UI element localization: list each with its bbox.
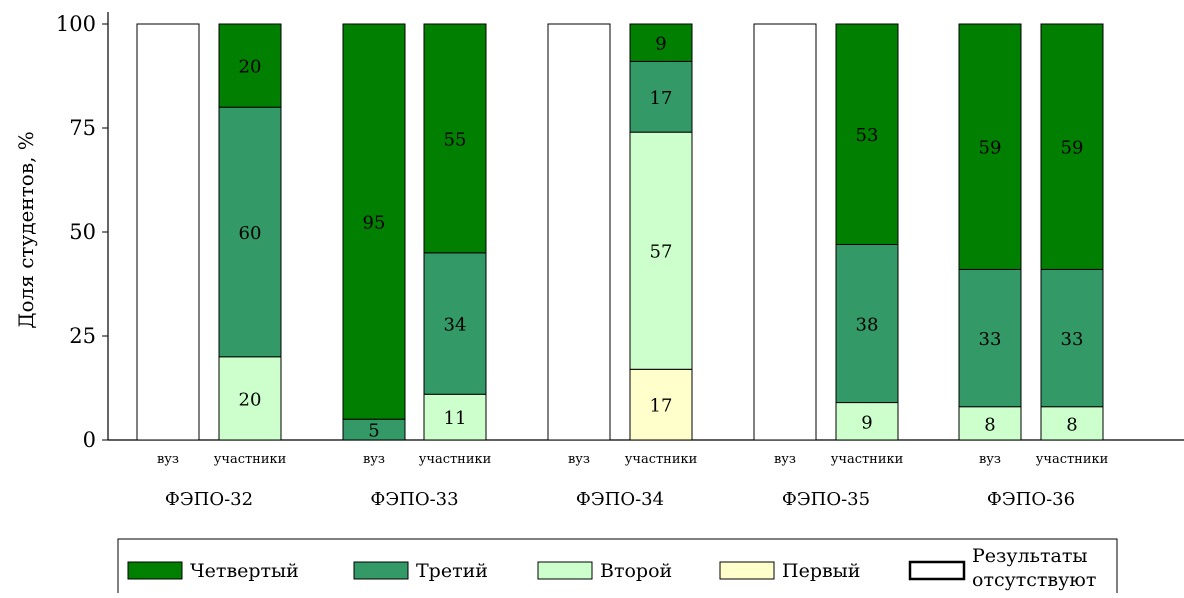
- data-label: 17: [650, 88, 673, 109]
- bar-sub-label: участники: [831, 452, 904, 467]
- data-label: 20: [239, 389, 262, 410]
- group-label: ФЭПО-36: [987, 489, 1075, 510]
- bar-sub-label: вуз: [774, 452, 796, 467]
- data-label: 60: [239, 223, 262, 244]
- legend-swatch: [537, 561, 593, 580]
- bar-segment: [629, 23, 693, 62]
- data-label: 33: [979, 329, 1002, 350]
- bar-sub-label: вуз: [157, 452, 179, 467]
- data-label: 33: [1061, 329, 1084, 350]
- y-tick-label: 0: [83, 428, 96, 452]
- group-label: ФЭПО-34: [576, 489, 664, 510]
- data-label: 9: [861, 412, 872, 433]
- group-label: ФЭПО-35: [782, 489, 870, 510]
- legend-label: Результаты: [972, 545, 1087, 567]
- legend-swatch: [908, 560, 966, 581]
- bar-segment: [1040, 268, 1104, 408]
- labels: вуз206020участникиФЭПО-32595вуз113455уча…: [157, 34, 1108, 510]
- data-label: 55: [444, 129, 467, 150]
- bar-segment: [218, 23, 282, 108]
- bar-segment: [958, 406, 1022, 441]
- legend-label: Второй: [600, 560, 672, 582]
- data-label: 57: [650, 242, 673, 263]
- data-label: 8: [1066, 414, 1077, 435]
- data-label: 95: [363, 213, 386, 234]
- bar-segment: [218, 356, 282, 441]
- bar-sub-label: участники: [419, 452, 492, 467]
- data-label: 11: [444, 408, 467, 429]
- bar-no-data: [547, 23, 611, 441]
- legend-label: Третий: [416, 560, 488, 582]
- legend: Четвертый Третий Второй Первый Результатыотс…: [117, 538, 1118, 598]
- legend-label: отсутствуют: [972, 569, 1096, 591]
- bar-segment: [1040, 23, 1104, 270]
- group-label: ФЭПО-32: [165, 489, 253, 510]
- legend-swatch: [353, 561, 409, 580]
- data-label: 9: [655, 34, 666, 55]
- data-label: 17: [650, 396, 673, 417]
- bar-segment: [629, 131, 693, 370]
- bar-segment: [835, 243, 899, 404]
- y-tick-label: 50: [69, 220, 96, 244]
- bar-sub-label: вуз: [979, 452, 1001, 467]
- data-label: 34: [444, 315, 467, 336]
- bar-sub-label: вуз: [568, 452, 590, 467]
- bar-sub-label: участники: [625, 452, 698, 467]
- bar-segment: [423, 23, 487, 254]
- data-label: 59: [979, 138, 1002, 159]
- bar-sub-label: участники: [1036, 452, 1109, 467]
- legend-swatch: [127, 561, 183, 580]
- bar-segment: [958, 23, 1022, 270]
- bar-segment: [1040, 406, 1104, 441]
- bar-segment: [629, 368, 693, 441]
- bars: [136, 23, 1104, 441]
- bar-segment: [629, 60, 693, 133]
- bar-no-data: [136, 23, 200, 441]
- bar-segment: [218, 106, 282, 358]
- legend-swatch: [719, 561, 775, 580]
- group-label: ФЭПО-33: [370, 489, 458, 510]
- data-label: 8: [984, 414, 995, 435]
- bar-segment: [835, 23, 899, 245]
- axes: 0 25 50 75 100 Доля студентов, %: [14, 12, 1184, 452]
- bar-segment: [423, 393, 487, 441]
- bar-segment: [835, 402, 899, 441]
- data-label: 38: [856, 315, 879, 336]
- bar-sub-label: участники: [214, 452, 287, 467]
- y-tick-label: 75: [69, 116, 96, 140]
- bar-segment: [342, 23, 406, 420]
- y-tick-label: 25: [69, 324, 96, 348]
- y-tick-label: 100: [56, 12, 96, 36]
- bar-segment: [958, 268, 1022, 408]
- legend-label: Первый: [782, 560, 860, 582]
- data-label: 53: [856, 125, 879, 146]
- data-label: 20: [239, 57, 262, 78]
- legend-label: Четвертый: [190, 560, 299, 582]
- bar-sub-label: вуз: [363, 452, 385, 467]
- data-label: 59: [1061, 138, 1084, 159]
- data-label: 5: [368, 421, 379, 442]
- y-axis-label: Доля студентов, %: [14, 131, 38, 329]
- bar-segment: [423, 252, 487, 395]
- bar-no-data: [753, 23, 817, 441]
